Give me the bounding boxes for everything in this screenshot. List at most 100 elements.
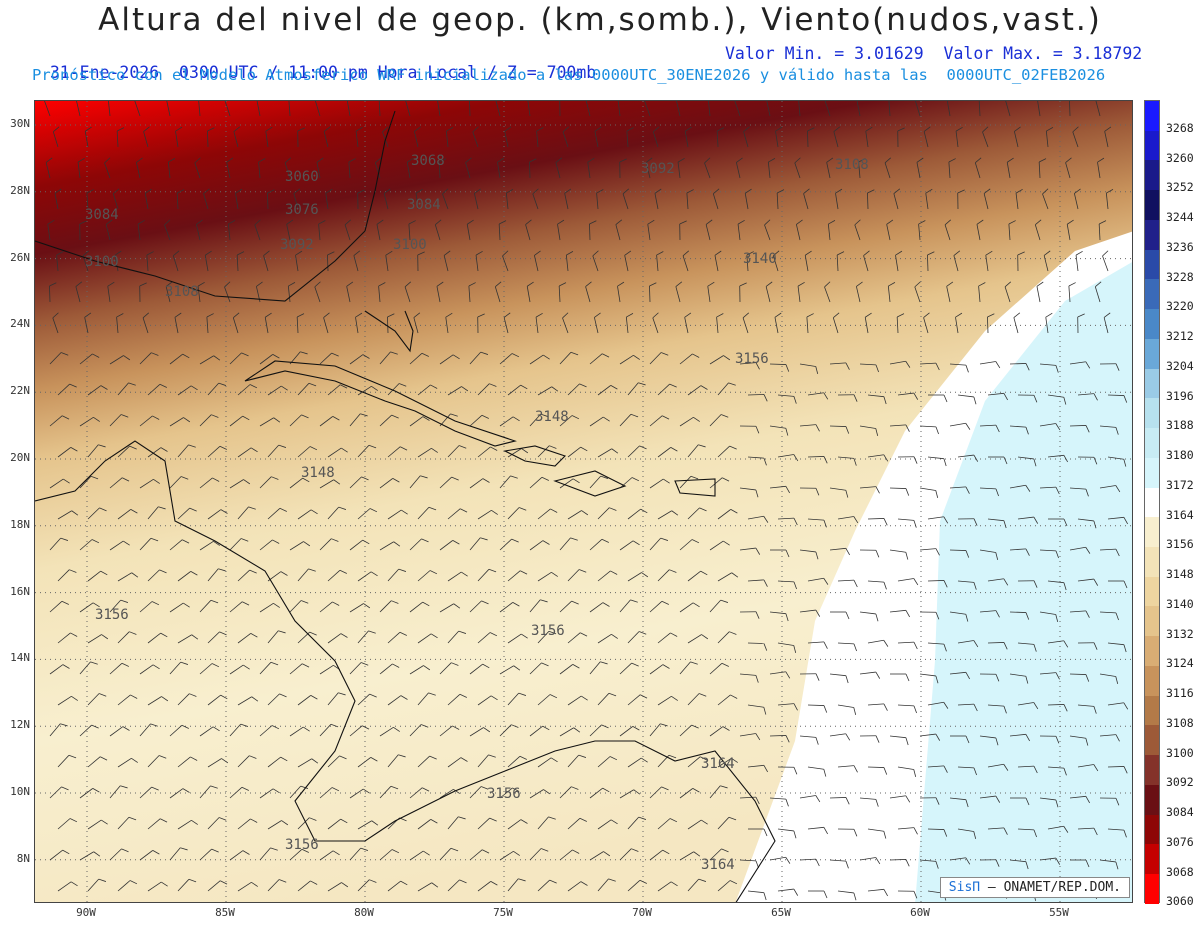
- wind-barb: [559, 478, 580, 489]
- wind-barb: [1017, 642, 1037, 652]
- wind-barb: [49, 600, 69, 613]
- wind-barbs: [44, 101, 1129, 901]
- wind-barb: [919, 362, 940, 371]
- wind-barb: [743, 126, 750, 148]
- wind-barb: [497, 157, 505, 179]
- wind-barb: [837, 828, 858, 837]
- wind-barb: [56, 251, 64, 272]
- wind-barb: [766, 101, 771, 117]
- wind-barb: [889, 424, 910, 432]
- colorbar-label: 3132: [1166, 626, 1194, 641]
- wind-barb: [597, 507, 617, 520]
- wind-barb: [349, 662, 369, 675]
- coastlines: [35, 110, 776, 902]
- contour-label: 3076: [285, 202, 319, 218]
- wind-barb: [319, 850, 340, 861]
- wind-barb: [747, 890, 767, 901]
- wind-barb: [297, 695, 318, 706]
- wind-barb: [49, 537, 69, 551]
- wind-barb: [206, 313, 214, 334]
- wind-barb: [499, 353, 520, 365]
- wind-barb: [507, 878, 526, 892]
- lat-label: 28N: [10, 183, 30, 197]
- wind-barb: [537, 386, 559, 396]
- lon-label: 70W: [632, 906, 652, 919]
- wind-barb: [589, 353, 610, 365]
- wind-barb: [684, 126, 692, 148]
- wind-barb: [199, 726, 220, 737]
- wind-barb: [529, 725, 550, 737]
- wind-barb: [594, 312, 601, 334]
- wind-barb: [109, 662, 129, 675]
- lat-label: 20N: [10, 451, 30, 464]
- wind-barb: [867, 454, 889, 462]
- colorbar-swatch: [1145, 398, 1159, 429]
- wind-barb: [87, 878, 107, 892]
- wind-barb: [597, 633, 618, 644]
- wind-barb: [979, 859, 1000, 867]
- wind-barb: [379, 663, 400, 675]
- wind-barb: [376, 219, 384, 241]
- wind-barb: [867, 580, 887, 590]
- wind-barb: [229, 723, 249, 737]
- colorbar-label: 3188: [1166, 418, 1194, 433]
- wind-barb: [1037, 101, 1041, 117]
- colorbar-swatch: [1145, 725, 1159, 756]
- wind-barb: [679, 353, 700, 365]
- contour-label: 3148: [301, 465, 335, 481]
- wind-barb: [856, 281, 863, 303]
- wind-barb: [1017, 828, 1037, 838]
- wind-barb: [807, 127, 815, 148]
- wind-barb: [353, 250, 361, 272]
- wind-barb: [626, 127, 634, 148]
- wind-barb: [199, 663, 220, 675]
- wind-barb: [1069, 425, 1090, 433]
- contour-label: 3140: [743, 251, 777, 267]
- contour-label: 3092: [641, 161, 675, 177]
- wind-barb: [176, 189, 185, 210]
- wind-barb: [57, 447, 78, 458]
- wind-barb: [177, 385, 198, 396]
- wind-barb: [807, 456, 828, 464]
- colorbar-swatch: [1145, 249, 1159, 280]
- wind-barb: [139, 415, 160, 427]
- wind-barb: [537, 630, 557, 644]
- wind-barb: [777, 394, 797, 404]
- wind-barb: [742, 312, 750, 334]
- wind-barb: [858, 158, 866, 179]
- wind-barb: [769, 363, 790, 372]
- wind-barb: [589, 220, 597, 241]
- wind-barb: [114, 250, 122, 272]
- wind-barb: [229, 538, 249, 551]
- wind-barb: [254, 219, 261, 241]
- wind-barb: [627, 816, 647, 830]
- wind-barb: [765, 281, 773, 303]
- wind-barb: [142, 312, 150, 334]
- wind-barb: [84, 312, 92, 334]
- wind-barb: [777, 642, 797, 653]
- wind-barb: [927, 765, 948, 773]
- wind-barb: [529, 413, 549, 427]
- wind-barb: [919, 733, 941, 741]
- wind-barb: [649, 282, 657, 303]
- wind-barb: [717, 816, 737, 830]
- colorbar-swatch: [1145, 338, 1159, 369]
- wind-barb: [948, 158, 956, 179]
- wind-barb: [746, 251, 754, 272]
- valid-time-line: 31-Ene-2026 0300 UTC / 11:00 pm Hora Loc…: [30, 44, 1142, 101]
- wind-barb: [57, 510, 79, 520]
- wind-barb: [1077, 764, 1099, 772]
- wind-barb: [736, 157, 743, 179]
- colorbar-label: 3092: [1166, 775, 1194, 790]
- wind-barb: [439, 847, 459, 861]
- wind-barb: [949, 611, 969, 622]
- wind-barb: [314, 281, 321, 303]
- wind-barb: [867, 518, 888, 526]
- wind-barb: [865, 126, 873, 148]
- contour-label: 3108: [835, 157, 869, 173]
- colorbar-swatch: [1145, 814, 1159, 845]
- wind-barb: [654, 188, 662, 210]
- wind-barb: [437, 101, 441, 117]
- wind-barb: [798, 101, 801, 117]
- wind-barb: [597, 385, 618, 396]
